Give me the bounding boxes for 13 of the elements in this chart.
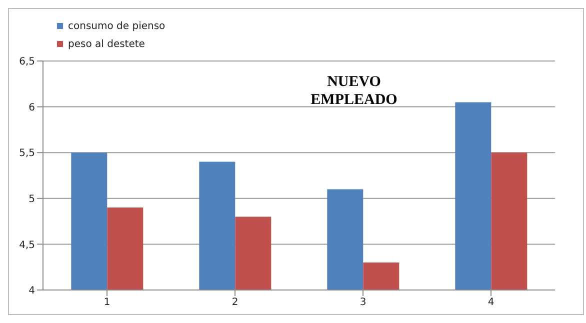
y-tick-label: 4 bbox=[28, 286, 35, 297]
y-tick-label: 5,5 bbox=[19, 148, 35, 160]
x-tick-label: 4 bbox=[488, 297, 494, 308]
legend-label: consumo de pienso bbox=[68, 20, 166, 32]
x-tick-label: 2 bbox=[232, 297, 238, 308]
y-tick-label: 4,5 bbox=[19, 240, 35, 251]
x-tick-label: 1 bbox=[104, 297, 110, 308]
legend-label: peso al destete bbox=[68, 38, 145, 50]
x-tick-label: 3 bbox=[360, 297, 366, 308]
y-tick-label: 6 bbox=[28, 102, 35, 114]
annotation: NUEVO EMPLEADO bbox=[310, 73, 398, 109]
y-tick-label: 5 bbox=[28, 194, 35, 205]
y-tick-label: 6,5 bbox=[19, 56, 35, 68]
